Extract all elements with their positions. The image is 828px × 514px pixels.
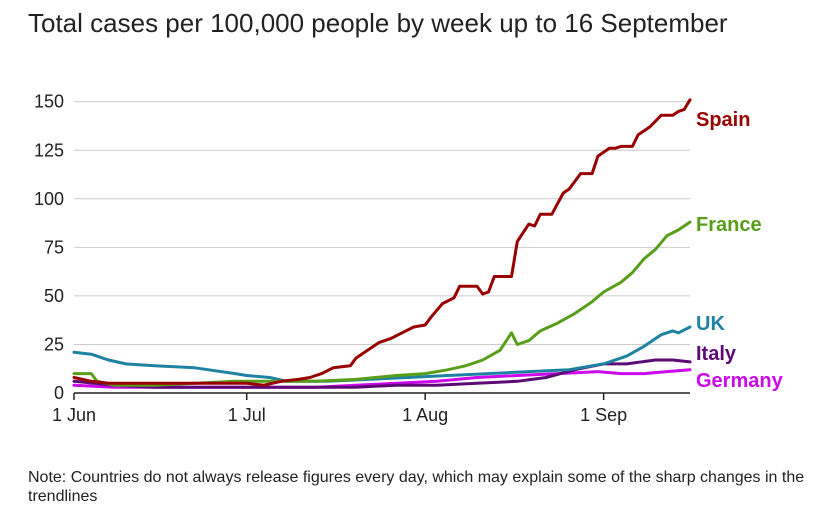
series-line-italy — [72, 358, 692, 389]
series-line-uk — [72, 325, 692, 383]
y-axis-tick-labels: 0 25 50 75 100 125 150 — [34, 92, 64, 403]
chart-note: Note: Countries do not always release fi… — [28, 469, 805, 505]
x-tick-label-1-aug: 1 Aug — [402, 405, 448, 425]
y-tick-label-75: 75 — [44, 237, 64, 257]
gridlines — [74, 101, 690, 394]
series-label-italy: Italy — [696, 343, 737, 365]
y-tick-label-100: 100 — [34, 189, 64, 209]
series-label-france: France — [696, 214, 762, 236]
x-tick-label-1-jun: 1 Jun — [52, 405, 96, 425]
series-labels: Spain France UK Italy Germany — [696, 109, 784, 392]
series-label-spain: Spain — [696, 109, 750, 131]
chart-title: Total cases per 100,000 people by week u… — [28, 8, 728, 38]
y-tick-label-0: 0 — [54, 383, 64, 403]
series-line-spain — [72, 98, 692, 387]
x-axis-ticks: 1 Jun 1 Jul 1 Aug 1 Sep — [52, 393, 627, 425]
y-tick-label-125: 125 — [34, 140, 64, 160]
x-tick-label-1-sep: 1 Sep — [580, 405, 627, 425]
series-label-germany: Germany — [696, 370, 784, 392]
y-tick-label-25: 25 — [44, 334, 64, 354]
series-label-uk: UK — [696, 313, 725, 335]
series-line-france — [72, 220, 692, 387]
x-tick-label-1-jul: 1 Jul — [228, 405, 266, 425]
series-lines — [72, 98, 692, 389]
y-tick-label-150: 150 — [34, 92, 64, 112]
y-tick-label-50: 50 — [44, 286, 64, 306]
